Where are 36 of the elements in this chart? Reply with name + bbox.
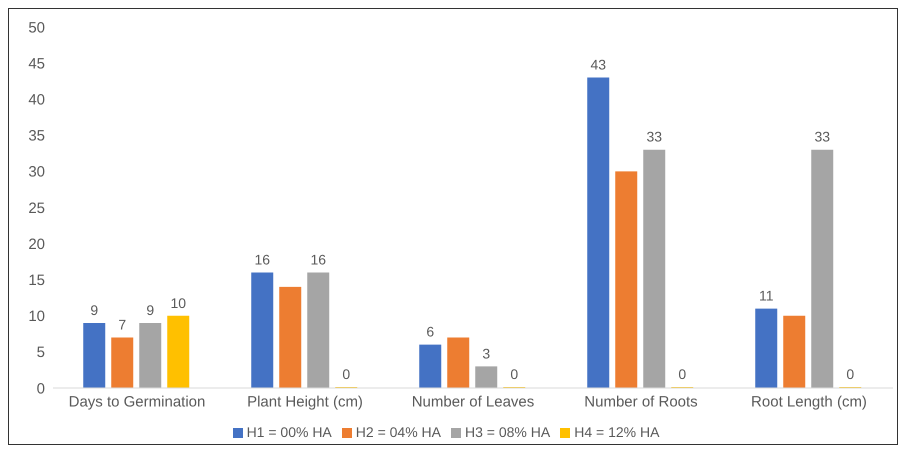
x-tick-label: Number of Leaves xyxy=(412,394,534,411)
data-label: 0 xyxy=(510,366,518,382)
data-label: 0 xyxy=(678,366,686,382)
data-label: 11 xyxy=(758,288,774,304)
legend-label: H2 = 04% HA xyxy=(356,424,441,440)
data-label: 9 xyxy=(90,302,98,318)
legend-label: H1 = 00% HA xyxy=(246,424,332,440)
data-label: 0 xyxy=(342,366,350,382)
data-label: 33 xyxy=(646,128,662,145)
y-tick-label: 15 xyxy=(28,272,45,290)
legend-label: H4 = 12% HA xyxy=(574,424,660,440)
y-tick-label: 25 xyxy=(28,200,45,217)
data-label: 7 xyxy=(118,316,126,332)
y-tick-label: 0 xyxy=(36,380,45,398)
y-tick-label: 5 xyxy=(36,344,45,362)
y-tick-label: 50 xyxy=(28,19,45,36)
y-tick-label: 35 xyxy=(28,128,45,145)
data-label: 16 xyxy=(254,251,270,268)
y-tick-label: 45 xyxy=(28,55,45,72)
data-label: 6 xyxy=(426,324,434,340)
data-label: 10 xyxy=(170,294,186,311)
data-label: 33 xyxy=(814,128,830,145)
legend-label: H3 = 08% HA xyxy=(465,424,550,440)
y-tick-label: 40 xyxy=(28,92,45,109)
y-tick-label: 10 xyxy=(28,308,45,326)
x-tick-label: Root Length (cm) xyxy=(751,394,867,411)
data-label: 3 xyxy=(482,345,490,362)
y-tick-label: 30 xyxy=(28,164,45,181)
data-label: 16 xyxy=(310,251,326,268)
x-tick-label: Plant Height (cm) xyxy=(247,394,363,411)
data-label: 43 xyxy=(590,56,606,73)
data-label: 9 xyxy=(146,302,154,318)
x-tick-label: Number of Roots xyxy=(584,394,698,411)
y-tick-label: 20 xyxy=(28,236,45,253)
data-label: 0 xyxy=(846,366,854,382)
x-tick-label: Days to Germination xyxy=(68,394,206,411)
